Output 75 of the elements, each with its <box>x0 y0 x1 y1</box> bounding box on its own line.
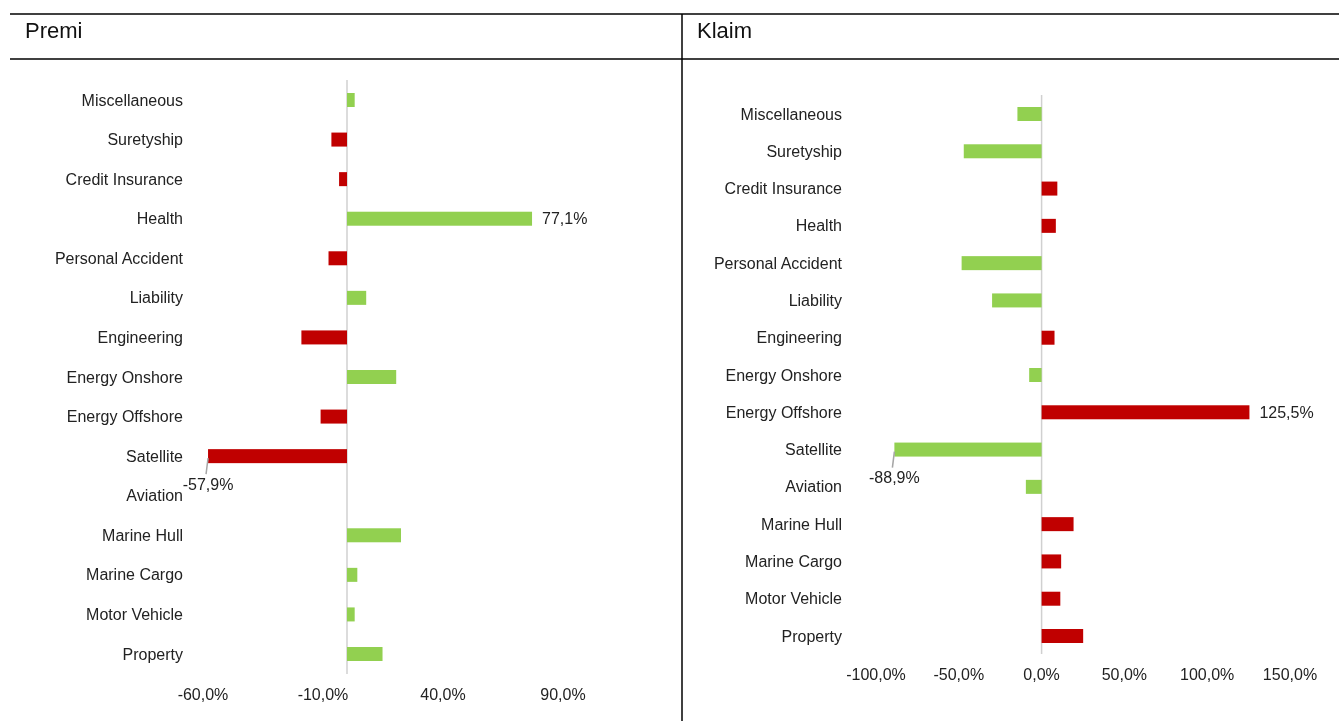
x-tick-label: -60,0% <box>177 686 229 703</box>
bar <box>961 256 1042 271</box>
y-tick-label: Liability <box>129 289 183 307</box>
y-tick-label: Suretyship <box>766 142 843 160</box>
bar <box>894 442 1042 457</box>
y-tick-label: Satellite <box>126 447 184 465</box>
data-label: -88,9% <box>869 469 920 487</box>
bar <box>1041 517 1074 532</box>
x-tick-label: 40,0% <box>420 686 466 703</box>
y-tick-label: Energy Offshore <box>725 403 843 421</box>
y-tick-label: Miscellaneous <box>740 105 842 123</box>
y-tick-label: Satellite <box>785 441 843 459</box>
bar <box>1041 591 1061 606</box>
data-label: 77,1% <box>542 210 588 228</box>
y-tick-label: Credit Insurance <box>65 170 184 188</box>
bar <box>347 567 358 582</box>
y-tick-label: Liability <box>788 292 842 310</box>
bar <box>992 293 1042 308</box>
y-tick-label: Marine Hull <box>102 526 183 544</box>
y-tick-label: Property <box>781 627 842 645</box>
bar <box>347 370 397 384</box>
x-tick-label: -10,0% <box>297 686 349 703</box>
bar <box>1041 330 1055 345</box>
bar <box>347 647 383 661</box>
bar <box>347 290 367 305</box>
y-tick-label: Energy Onshore <box>725 366 843 384</box>
bar <box>320 409 347 424</box>
bar <box>347 607 355 622</box>
data-label: 125,5% <box>1259 403 1314 421</box>
bar <box>208 449 347 464</box>
bar <box>1041 629 1084 643</box>
bar <box>1041 218 1056 233</box>
y-tick-label: Aviation <box>785 478 842 496</box>
y-tick-label: Health <box>795 217 842 235</box>
x-tick-label: 150,0% <box>1262 666 1318 683</box>
x-tick-label: 100,0% <box>1180 666 1235 683</box>
y-tick-label: Suretyship <box>107 131 184 149</box>
y-tick-label: Personal Accident <box>54 249 184 267</box>
y-tick-label: Marine Cargo <box>745 553 843 571</box>
x-tick-label: -50,0% <box>933 666 985 683</box>
bar <box>347 93 355 107</box>
bar <box>301 330 347 345</box>
bar <box>1041 181 1058 196</box>
y-tick-label: Energy Offshore <box>66 408 184 426</box>
y-tick-label: Aviation <box>126 487 183 505</box>
chart-title: Premi <box>25 18 83 43</box>
bar <box>1025 479 1042 494</box>
bar <box>331 132 347 147</box>
x-tick-label: 50,0% <box>1101 666 1148 683</box>
bar <box>1041 405 1250 420</box>
bar <box>963 144 1042 159</box>
x-tick-label: 90,0% <box>540 686 586 703</box>
y-tick-label: Credit Insurance <box>724 180 843 198</box>
data-label: -57,9% <box>182 475 234 493</box>
x-tick-label: 0,0% <box>1023 666 1060 683</box>
y-tick-label: Property <box>122 645 183 663</box>
bar <box>339 172 347 187</box>
y-tick-label: Marine Cargo <box>86 566 184 584</box>
y-tick-label: Marine Hull <box>761 515 842 533</box>
y-tick-label: Engineering <box>756 329 842 347</box>
bar <box>1029 368 1042 382</box>
y-tick-label: Motor Vehicle <box>86 606 184 624</box>
bar <box>347 211 533 226</box>
bar <box>1017 107 1042 121</box>
chart-title: Klaim <box>697 18 753 43</box>
bar <box>328 251 347 266</box>
y-tick-label: Engineering <box>97 329 183 347</box>
y-tick-label: Personal Accident <box>713 254 843 272</box>
y-tick-label: Miscellaneous <box>81 91 183 109</box>
x-tick-label: -100,0% <box>846 666 906 683</box>
bar <box>347 528 401 543</box>
y-tick-label: Health <box>136 210 183 228</box>
y-tick-label: Energy Onshore <box>66 368 184 386</box>
bar <box>1041 554 1062 569</box>
y-tick-label: Motor Vehicle <box>745 590 843 608</box>
